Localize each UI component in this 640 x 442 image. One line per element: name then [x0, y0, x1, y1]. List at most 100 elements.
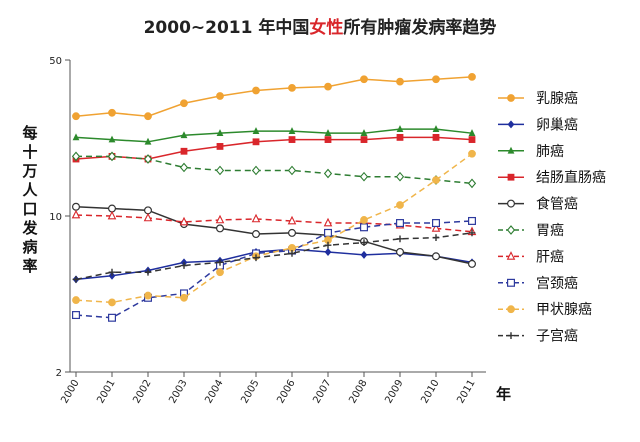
data-point	[360, 136, 368, 143]
data-point	[216, 92, 224, 100]
data-point	[71, 311, 80, 320]
data-point	[468, 129, 476, 136]
data-point	[432, 75, 440, 84]
legend-label: 肝癌	[536, 249, 564, 265]
series-line-6	[76, 155, 473, 185]
data-point	[108, 271, 116, 280]
data-point	[180, 147, 188, 155]
data-point	[396, 235, 404, 243]
data-point	[468, 136, 476, 143]
data-point	[396, 77, 404, 86]
data-point	[323, 217, 333, 227]
data-point	[216, 224, 225, 233]
x-tick-label: 2010	[419, 378, 441, 406]
data-point	[360, 129, 368, 136]
y-tick-label: 2	[56, 368, 62, 379]
data-point	[71, 209, 81, 219]
data-point	[215, 214, 225, 224]
data-point	[179, 162, 189, 173]
data-point	[144, 291, 152, 300]
legend-label: 食管癌	[536, 196, 578, 213]
data-point	[360, 216, 368, 224]
data-point	[324, 247, 332, 256]
legend-marker	[507, 94, 515, 102]
y-tick-label: 50	[49, 56, 62, 67]
title-highlight: 女性	[309, 18, 344, 38]
data-point	[215, 165, 225, 176]
data-point	[288, 83, 296, 92]
data-point	[468, 149, 476, 158]
data-point	[432, 219, 441, 228]
data-point	[143, 212, 153, 222]
data-point	[216, 129, 224, 136]
y-tick-label: 10	[49, 212, 62, 223]
x-tick-label: 2006	[275, 378, 297, 406]
data-point	[360, 250, 368, 259]
data-point	[432, 234, 440, 242]
data-point	[108, 135, 116, 143]
legend-label: 肺癌	[536, 144, 564, 160]
legend-marker	[507, 173, 515, 181]
legend-marker	[507, 332, 515, 339]
data-point	[324, 241, 332, 249]
series-line-5	[75, 206, 473, 265]
data-point	[432, 176, 440, 184]
data-point	[323, 168, 333, 179]
data-point	[324, 129, 332, 136]
data-point	[288, 249, 296, 257]
series-line-3	[75, 128, 473, 143]
data-point	[252, 230, 261, 239]
series-line-9	[75, 153, 473, 304]
data-point	[252, 138, 260, 146]
data-point	[143, 154, 153, 164]
legend-label: 宫颈癌	[536, 276, 578, 292]
legend-label: 乳腺癌	[536, 91, 578, 107]
data-point	[71, 202, 80, 211]
legend-marker	[507, 120, 515, 129]
data-point	[468, 216, 477, 225]
data-point	[360, 75, 368, 84]
data-point	[432, 125, 440, 132]
legend-marker	[507, 146, 515, 154]
title-suffix: 所有肿瘤发病率趋势	[343, 18, 497, 38]
data-point	[432, 133, 440, 141]
data-point	[395, 171, 405, 182]
x-tick-label: 2005	[239, 378, 261, 406]
data-point	[396, 201, 404, 209]
x-tick-label: 2004	[203, 378, 225, 406]
legend-marker	[507, 305, 515, 314]
data-point	[216, 258, 224, 266]
series-line-10	[75, 232, 473, 281]
x-tick-label: 2003	[167, 378, 189, 406]
x-tick-label: 2002	[131, 378, 153, 406]
data-point	[396, 247, 405, 256]
x-tick-label: 2000	[59, 378, 81, 406]
data-point	[288, 127, 296, 134]
data-point	[71, 151, 81, 162]
data-point	[396, 125, 404, 132]
data-point	[251, 213, 261, 223]
data-point	[144, 112, 152, 121]
data-point	[107, 151, 117, 162]
data-point	[396, 219, 405, 228]
data-point	[144, 268, 152, 276]
data-point	[108, 268, 116, 276]
data-point	[287, 165, 297, 176]
data-point	[360, 239, 368, 247]
x-tick-label: 2001	[95, 378, 117, 406]
data-point	[107, 313, 116, 322]
data-point	[252, 127, 260, 134]
data-point	[72, 112, 80, 121]
data-point	[324, 228, 333, 237]
data-point	[252, 254, 260, 262]
title-prefix: 2000~2011 年中国	[143, 18, 310, 38]
legend-marker	[506, 251, 516, 260]
data-point	[432, 252, 441, 261]
data-point	[107, 210, 117, 220]
x-tick-label: 2009	[383, 378, 405, 406]
data-point	[179, 216, 189, 226]
data-point	[108, 298, 116, 307]
data-point	[72, 275, 80, 283]
data-point	[251, 165, 261, 176]
